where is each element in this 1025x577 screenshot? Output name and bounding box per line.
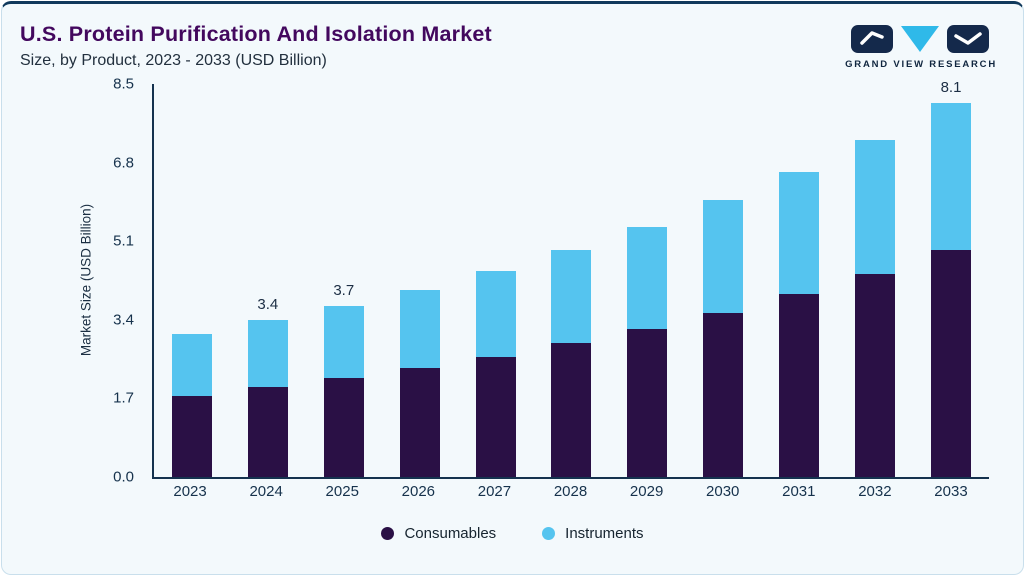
bar-segment-instruments-2027 — [475, 271, 516, 357]
x-tick-label-2030: 2030 — [706, 483, 740, 500]
x-tick-label-2023: 2023 — [173, 483, 207, 500]
bar-segment-consumables-2033 — [931, 250, 972, 477]
legend-item-instruments: Instruments — [542, 525, 644, 542]
bar-segment-consumables-2027 — [475, 356, 516, 477]
bar-segment-consumables-2031 — [779, 294, 820, 477]
bar-total-label-2025: 3.7 — [333, 281, 355, 299]
bar-segment-instruments-2032 — [855, 139, 896, 274]
legend-item-consumables: Consumables — [381, 525, 496, 542]
chart-header: U.S. Protein Purification And Isolation … — [2, 4, 1023, 70]
bar-stack-2024 — [247, 319, 288, 477]
chart-subtitle: Size, by Product, 2023 - 2033 (USD Billi… — [20, 52, 327, 69]
x-tick-label-2029: 2029 — [629, 483, 664, 500]
y-axis-ticks: 0.0 1.7 3.4 5.1 6.8 8.5 — [2, 76, 144, 486]
bar-stack-2027 — [475, 271, 516, 477]
bar-column-2024: 3.4 — [230, 84, 306, 477]
chart-legend: Consumables Instruments — [2, 525, 1023, 542]
bar-column-2025: 3.7 — [306, 84, 382, 477]
y-tick-label-5.1: 5.1 — [113, 232, 134, 250]
bar-segment-instruments-2029 — [627, 227, 668, 330]
bar-stack-2025 — [323, 305, 364, 477]
bar-segment-consumables-2030 — [703, 312, 744, 477]
chart-region: Market Size (USD Billion) 0.0 1.7 3.4 5.1 6.… — [2, 76, 989, 509]
bar-segment-instruments-2033 — [931, 102, 972, 251]
chart-title: U.S. Protein Purification And Isolation … — [20, 22, 492, 46]
bar-total-label-2024: 3.4 — [257, 295, 279, 313]
plot-area: 3.4 3.7 8.1 — [152, 79, 989, 479]
x-tick-label-2031: 2031 — [782, 483, 816, 500]
gvr-logo-icon — [851, 25, 990, 53]
bar-segment-instruments-2024 — [247, 319, 288, 387]
bar-stack-2028 — [551, 250, 592, 477]
bar-column-2027 — [458, 84, 534, 477]
bar-column-2023 — [154, 84, 230, 477]
bar-segment-consumables-2024 — [247, 386, 288, 477]
x-tick-label-2024: 2024 — [249, 483, 283, 500]
legend-label-instruments: Instruments — [565, 525, 644, 542]
bar-column-2031 — [761, 84, 837, 477]
x-tick-label-2025: 2025 — [325, 483, 359, 500]
bar-stack-2023 — [171, 333, 212, 477]
bar-stack-2030 — [703, 199, 744, 477]
bar-column-2028 — [534, 84, 610, 477]
y-tick-label-6.8: 6.8 — [113, 154, 134, 172]
bar-segment-instruments-2025 — [323, 305, 364, 378]
bar-column-2029 — [609, 84, 685, 477]
x-tick-label-2027: 2027 — [477, 483, 512, 500]
bar-column-2033: 8.1 — [913, 79, 989, 477]
bar-segment-consumables-2025 — [323, 377, 364, 477]
bar-stack-2032 — [855, 139, 896, 477]
y-tick-label-0.0: 0.0 — [113, 468, 134, 486]
bar-stack-2031 — [779, 171, 820, 477]
y-tick-label-1.7: 1.7 — [113, 389, 134, 407]
x-tick-label-2033: 2033 — [934, 483, 968, 500]
title-block: U.S. Protein Purification And Isolation … — [20, 22, 492, 70]
legend-label-consumables: Consumables — [404, 525, 497, 542]
bar-segment-instruments-2028 — [551, 250, 592, 343]
bar-segment-instruments-2030 — [703, 199, 744, 313]
bar-segment-consumables-2029 — [627, 329, 668, 477]
y-tick-label-3.4: 3.4 — [113, 311, 134, 329]
legend-dot-instruments — [542, 527, 556, 540]
x-axis-labels: 2023 2024 2025 2026 2027 2028 2029 2030 2031 2032… — [152, 483, 989, 500]
bar-stack-2026 — [399, 289, 440, 477]
x-tick-label-2026: 2026 — [401, 483, 436, 500]
bar-segment-consumables-2032 — [855, 273, 896, 477]
bar-column-2026 — [382, 84, 458, 477]
x-tick-label-2028: 2028 — [553, 483, 588, 500]
bar-segment-consumables-2026 — [399, 368, 440, 477]
bar-segment-instruments-2026 — [399, 289, 440, 369]
bar-segment-consumables-2023 — [171, 396, 212, 477]
logo-wordmark: GRAND VIEW RESEARCH — [845, 59, 997, 70]
bar-column-2030 — [685, 84, 761, 477]
bar-segment-consumables-2028 — [551, 342, 592, 477]
bar-segment-instruments-2031 — [779, 171, 820, 295]
bar-total-label-2033: 8.1 — [940, 78, 962, 96]
legend-dot-consumables — [381, 527, 395, 540]
bar-stack-2029 — [627, 227, 668, 477]
x-tick-label-2032: 2032 — [858, 483, 892, 500]
y-tick-label-8.5: 8.5 — [113, 75, 134, 93]
bar-column-2032 — [837, 84, 913, 477]
bar-stack-2033 — [931, 102, 972, 477]
grand-view-research-logo: GRAND VIEW RESEARCH — [845, 22, 997, 70]
bar-segment-instruments-2023 — [171, 333, 212, 397]
